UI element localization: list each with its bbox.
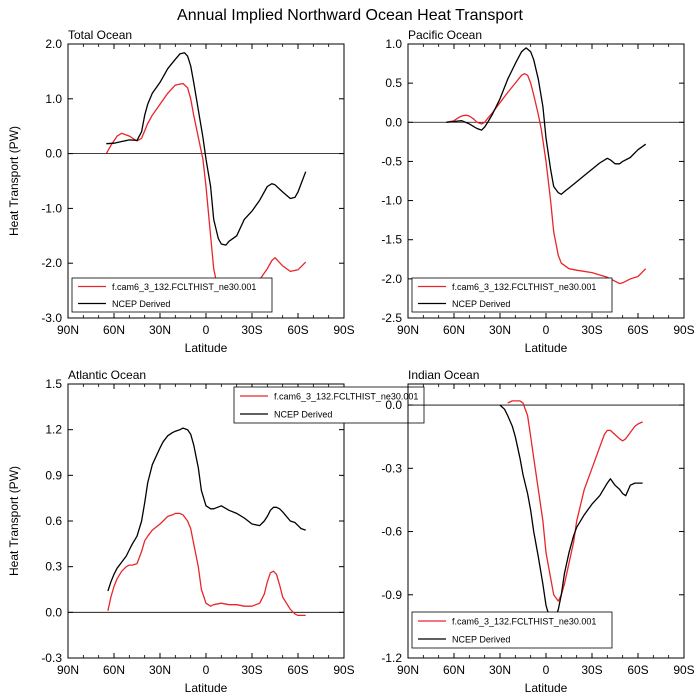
series-line-model	[446, 73, 647, 285]
x-tick-label: 30S	[581, 663, 602, 677]
x-tick-label: 30S	[241, 663, 262, 677]
x-tick-label: 90N	[397, 663, 419, 677]
y-tick-label: 0.0	[45, 147, 62, 161]
x-tick-label: 90N	[57, 323, 79, 337]
series-line-model	[107, 512, 306, 617]
x-tick-label: 30N	[149, 663, 171, 677]
y-tick-label: -0.3	[381, 461, 402, 475]
x-tick-label: 90S	[333, 323, 354, 337]
panel-indian-ocean: 90N 60N 30N 0 30S 60S 90S 0.0 -0.3 -0.6 -0.9 -1.2 In…	[381, 368, 694, 695]
y-tick-label: 1.2	[45, 423, 62, 437]
y-tick-label: -2.5	[381, 311, 402, 325]
series-line-ncep	[446, 47, 647, 195]
y-tick-label: -1.2	[381, 651, 402, 665]
y-tick-label: 1.5	[45, 377, 62, 391]
legend-entry-ncep-label: NCEP Derived	[112, 299, 170, 309]
x-tick-label: 60N	[103, 323, 125, 337]
y-axis-label: Heat Transport (PW)	[7, 466, 21, 576]
x-tick-label: 30S	[241, 323, 262, 337]
y-axis-label: Heat Transport (PW)	[7, 126, 21, 236]
y-tick-label: 0.0	[385, 398, 402, 412]
series-line-model	[105, 82, 307, 303]
plot-frame	[67, 383, 345, 659]
x-tick-label: 60N	[443, 663, 465, 677]
legend-box	[411, 277, 613, 313]
y-tick-label: -1.0	[41, 201, 62, 215]
x-tick-label: 60S	[627, 323, 648, 337]
x-tick-label: 90N	[397, 323, 419, 337]
panel-title: Atlantic Ocean	[68, 368, 146, 382]
x-tick-label: 30N	[489, 663, 511, 677]
y-tick-label: -1.5	[381, 233, 402, 247]
y-tick-label: -0.9	[381, 588, 402, 602]
x-tick-label: 60S	[287, 323, 308, 337]
x-axis-label: Latitude	[185, 681, 228, 695]
series-line-ncep	[107, 427, 306, 592]
legend-entry-ncep-label: NCEP Derived	[452, 299, 510, 309]
x-tick-label: 90N	[57, 663, 79, 677]
x-tick-label: 90S	[333, 663, 354, 677]
y-tick-label: 0.6	[45, 514, 62, 528]
panel-title: Indian Ocean	[408, 368, 479, 382]
panel-total-ocean: 90N 60N 30N 0 30S 60S 90S 2.0 1.0 0.0 -1.0 -2.0 -3.0…	[7, 28, 355, 355]
y-tick-label: 0.0	[385, 115, 402, 129]
x-tick-label: 90S	[673, 663, 694, 677]
legend-entry-model-label: f.cam6_3_132.FCLTHIST_ne30.001	[112, 282, 256, 292]
panel-pacific-ocean: 90N 60N 30N 0 30S 60S 90S 1.0 0.5 0.0 -0.5 -1.0 -1.5…	[381, 28, 694, 355]
y-tick-label: -2.0	[41, 256, 62, 270]
y-tick-label: 1.0	[45, 92, 62, 106]
legend-box	[411, 611, 613, 649]
x-tick-label: 60N	[443, 323, 465, 337]
panel-title: Pacific Ocean	[408, 28, 482, 42]
x-tick-label: 60S	[627, 663, 648, 677]
y-tick-label: -0.3	[41, 651, 62, 665]
y-tick-label: 0.3	[45, 560, 62, 574]
legend-box	[71, 277, 273, 313]
legend-entry-model-label: f.cam6_3_132.FCLTHIST_ne30.001	[452, 282, 596, 292]
plot-frame	[407, 43, 685, 319]
y-tick-label: -0.6	[381, 525, 402, 539]
x-tick-label: 60N	[103, 663, 125, 677]
series-line-model	[507, 400, 643, 602]
legend-entry-ncep-label: NCEP Derived	[452, 635, 510, 645]
x-tick-label: 0	[543, 663, 550, 677]
x-tick-label: 60S	[287, 663, 308, 677]
x-tick-label: 0	[203, 663, 210, 677]
y-tick-label: 0.0	[45, 605, 62, 619]
x-tick-label: 0	[543, 323, 550, 337]
x-tick-label: 90S	[673, 323, 694, 337]
x-tick-label: 0	[203, 323, 210, 337]
legend: f.cam6_3_132.FCLTHIST_ne30.001 NCEP Deriv…	[71, 277, 273, 313]
y-tick-label: 1.0	[385, 37, 402, 51]
x-tick-label: 30S	[581, 323, 602, 337]
series-line-ncep	[499, 404, 643, 621]
y-tick-label: 2.0	[45, 37, 62, 51]
panel-title: Total Ocean	[68, 28, 132, 42]
figure-title: Annual Implied Northward Ocean Heat Tran…	[177, 7, 524, 24]
legend: f.cam6_3_132.FCLTHIST_ne30.001 NCEP Deriv…	[411, 611, 613, 649]
legend-entry-ncep-label: NCEP Derived	[274, 410, 332, 420]
x-axis-label: Latitude	[185, 341, 228, 355]
y-tick-label: -3.0	[41, 311, 62, 325]
x-tick-label: 30N	[149, 323, 171, 337]
legend-entry-model-label: f.cam6_3_132.FCLTHIST_ne30.001	[274, 392, 418, 402]
y-tick-label: -0.5	[381, 154, 402, 168]
y-tick-label: 0.5	[385, 76, 402, 90]
panel-atlantic-ocean: 90N 60N 30N 0 30S 60S 90S 1.5 1.2 0.9 0.6 0.3 0.0 -0.…	[7, 368, 425, 695]
y-tick-label: -1.0	[381, 194, 402, 208]
legend: f.cam6_3_132.FCLTHIST_ne30.001 NCEP Deriv…	[411, 277, 613, 313]
x-axis-label: Latitude	[525, 341, 568, 355]
y-tick-label: -2.0	[381, 272, 402, 286]
y-tick-label: 0.9	[45, 468, 62, 482]
series-line-ncep	[106, 52, 307, 246]
legend-entry-model-label: f.cam6_3_132.FCLTHIST_ne30.001	[452, 617, 596, 627]
x-tick-label: 30N	[489, 323, 511, 337]
x-axis-label: Latitude	[525, 681, 568, 695]
